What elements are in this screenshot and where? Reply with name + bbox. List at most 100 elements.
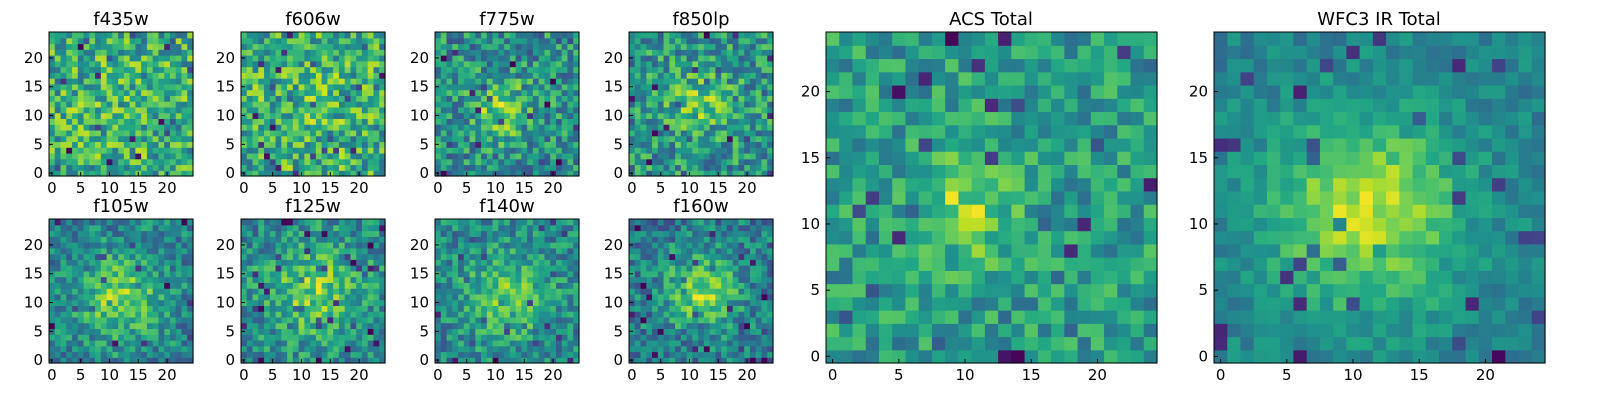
heatmap-cell (66, 37, 73, 45)
heatmap-cell (486, 247, 494, 255)
heatmap-cell (141, 316, 148, 324)
heatmap-cell (118, 55, 125, 62)
heatmap-cell (327, 328, 334, 335)
heatmap-cell (715, 95, 722, 102)
heatmap-cell (175, 152, 183, 160)
heatmap-cell (440, 224, 448, 232)
heatmap-cell (463, 158, 471, 166)
heatmap-cell (344, 242, 352, 249)
heatmap-cell (361, 32, 369, 39)
heatmap-cell (652, 276, 659, 283)
heatmap-cell (458, 270, 465, 278)
heatmap-cell (463, 129, 471, 137)
heatmap-cell (95, 247, 102, 255)
heatmap-cell (158, 66, 165, 73)
heatmap-cell (298, 311, 305, 318)
heatmap-cell (550, 270, 557, 278)
heatmap-cell (738, 83, 745, 91)
axis-ticks: 0 5 10 15 20 0 5 10 15 20 (410, 236, 563, 384)
heatmap-cell (181, 78, 188, 85)
heatmap-cell (486, 106, 494, 114)
heatmap-cell (567, 141, 574, 148)
heatmap-cell (310, 270, 317, 278)
heatmap-cell (463, 236, 471, 243)
heatmap-cell (532, 95, 540, 102)
heatmap-cell (550, 124, 557, 131)
heatmap-cell (141, 351, 148, 358)
heatmap-cell (573, 322, 580, 330)
heatmap-cell (481, 66, 488, 73)
heatmap-cell (361, 219, 369, 226)
heatmap-cell (275, 334, 282, 341)
heatmap-cell (458, 253, 465, 260)
heatmap-cell (515, 305, 522, 312)
heatmap-cell (504, 118, 511, 125)
heatmap-cell (123, 253, 131, 260)
heatmap-cell (509, 118, 517, 125)
heatmap-cell (703, 141, 711, 148)
heatmap-cell (60, 72, 67, 79)
heatmap-cell (698, 152, 705, 160)
heatmap-cell (555, 282, 563, 289)
heatmap-cell (281, 83, 288, 91)
heatmap-cell (527, 316, 534, 324)
heatmap-cell (463, 339, 471, 347)
heatmap-cell (158, 118, 165, 125)
heatmap-cell (187, 224, 194, 232)
heatmap-cell (100, 311, 108, 318)
heatmap-cell (95, 49, 102, 56)
heatmap-cell (129, 158, 136, 166)
heatmap-cell (379, 339, 386, 347)
heatmap-cell (95, 339, 102, 347)
heatmap-cell (181, 345, 188, 353)
heatmap-cell (304, 270, 311, 278)
heatmap-cell (486, 334, 494, 341)
heatmap-cell (66, 288, 73, 295)
heatmap-cell (181, 276, 188, 283)
heatmap-cell (634, 164, 642, 171)
heatmap-cell (721, 282, 728, 289)
heatmap-cell (646, 112, 653, 119)
heatmap-cell (686, 37, 693, 45)
heatmap-cell (646, 89, 653, 96)
heatmap-cell (692, 316, 699, 324)
heatmap-cell (95, 32, 102, 39)
heatmap-cell (169, 55, 177, 62)
heatmap-cell (521, 322, 528, 330)
heatmap-cell (469, 230, 476, 237)
heatmap-cell (146, 55, 154, 62)
heatmap-cell (321, 118, 328, 125)
heatmap-cell (652, 72, 659, 79)
heatmap-cell (241, 224, 248, 232)
heatmap-cell (657, 66, 665, 73)
heatmap-cell (492, 328, 499, 335)
heatmap-cell (498, 305, 505, 312)
heatmap-cell (77, 305, 85, 312)
heatmap-cell (629, 72, 636, 79)
heatmap-cell (164, 66, 171, 73)
heatmap-cell (440, 339, 448, 347)
heatmap-cell (492, 95, 499, 102)
heatmap-cell (663, 141, 670, 148)
heatmap-cell (89, 83, 96, 91)
heatmap-cell (732, 32, 740, 39)
heatmap-cell (275, 357, 282, 364)
heatmap-cell (463, 276, 471, 283)
heatmap-cell (333, 66, 340, 73)
heatmap-cell (72, 322, 79, 330)
heatmap-cell (640, 147, 647, 154)
heatmap-cell (481, 293, 488, 301)
heatmap-cell (498, 101, 505, 108)
heatmap-cell (72, 118, 79, 125)
heatmap-cell (252, 49, 259, 56)
heatmap-cell (241, 288, 248, 295)
heatmap-cell (509, 60, 517, 68)
heatmap-cell (175, 247, 183, 255)
heatmap-cell (356, 328, 363, 335)
heatmap-cell (761, 334, 768, 341)
heatmap-cell (669, 334, 676, 341)
heatmap-cell (452, 49, 459, 56)
heatmap-cell (749, 270, 757, 278)
heatmap-cell (532, 339, 540, 347)
